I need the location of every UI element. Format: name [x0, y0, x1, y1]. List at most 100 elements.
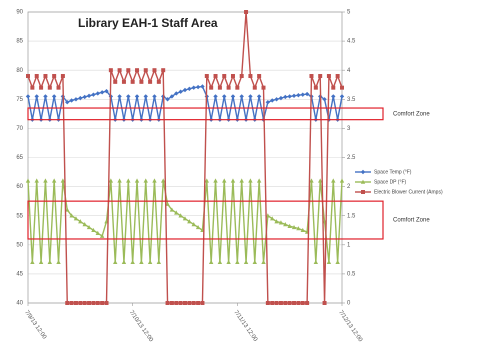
marker: [283, 94, 288, 100]
marker: [25, 178, 31, 183]
marker: [213, 178, 218, 183]
marker: [230, 178, 236, 183]
y2-tick-label: 4: [347, 68, 351, 74]
marker: [174, 301, 179, 305]
marker: [244, 10, 249, 14]
marker: [30, 85, 35, 90]
marker: [69, 301, 74, 305]
y-tick-label: 40: [16, 301, 23, 307]
marker: [82, 301, 87, 305]
marker: [287, 94, 292, 99]
y2-tick-label: 1: [347, 242, 351, 248]
marker: [243, 259, 249, 265]
marker: [235, 259, 240, 265]
marker: [126, 94, 131, 99]
marker: [130, 259, 135, 265]
marker: [43, 74, 48, 79]
marker: [305, 301, 310, 305]
marker: [143, 178, 148, 183]
marker: [156, 79, 161, 84]
marker: [135, 68, 140, 73]
y-tick-label: 80: [16, 68, 23, 74]
marker: [69, 213, 74, 218]
marker: [56, 259, 61, 265]
marker: [78, 301, 83, 305]
marker: [152, 68, 157, 73]
y2-tick-label: 3.5: [347, 97, 356, 103]
marker: [331, 94, 336, 99]
y2-tick-label: 4.5: [347, 39, 356, 45]
marker: [104, 88, 109, 94]
marker: [91, 301, 96, 305]
annotation-label: Comfort Zone: [393, 218, 430, 224]
y-tick-label: 75: [16, 97, 23, 103]
marker: [169, 301, 174, 305]
marker: [152, 94, 157, 99]
marker: [313, 259, 319, 265]
marker: [191, 301, 196, 305]
marker: [43, 94, 48, 99]
y-tick-label: 85: [16, 39, 23, 45]
marker: [274, 301, 279, 305]
marker: [73, 97, 79, 102]
marker: [287, 223, 292, 228]
marker: [331, 85, 336, 90]
marker: [274, 97, 279, 102]
marker: [51, 178, 57, 183]
marker: [152, 178, 157, 183]
marker: [165, 97, 170, 102]
marker: [304, 91, 310, 97]
marker: [222, 178, 227, 183]
marker: [208, 259, 214, 265]
marker: [239, 94, 244, 99]
marker: [209, 85, 214, 90]
marker: [91, 227, 96, 233]
marker: [174, 210, 179, 215]
marker: [134, 178, 140, 183]
marker: [183, 301, 187, 305]
marker: [252, 85, 257, 90]
marker: [287, 301, 292, 305]
marker: [204, 178, 210, 183]
y-tick-label: 50: [16, 242, 23, 248]
marker: [165, 201, 170, 206]
marker: [196, 301, 201, 305]
marker: [248, 94, 253, 99]
marker: [126, 68, 131, 73]
marker: [117, 94, 122, 99]
marker: [100, 301, 105, 305]
legend-label: Electric Blower Current (Amps): [374, 189, 443, 195]
marker: [239, 74, 244, 79]
marker: [360, 179, 366, 184]
marker: [213, 74, 218, 79]
marker: [130, 79, 135, 84]
marker: [340, 85, 344, 90]
marker: [38, 259, 44, 265]
annotation-label: Comfort Zone: [393, 111, 430, 117]
marker: [160, 178, 166, 183]
y2-tick-label: 2: [347, 184, 351, 190]
marker: [300, 92, 305, 97]
marker: [283, 301, 288, 305]
marker: [104, 301, 109, 305]
marker: [113, 259, 118, 265]
marker: [65, 301, 70, 305]
marker: [200, 84, 205, 89]
marker: [256, 94, 262, 99]
marker: [82, 222, 87, 227]
marker: [322, 97, 327, 102]
marker: [309, 178, 314, 183]
marker: [82, 94, 87, 100]
marker: [78, 219, 83, 224]
marker: [60, 178, 66, 183]
marker: [161, 68, 166, 73]
marker: [139, 259, 144, 265]
marker: [339, 94, 345, 99]
marker: [34, 74, 39, 79]
marker: [222, 74, 227, 79]
marker: [117, 178, 122, 183]
marker: [318, 74, 323, 79]
comfort-zone: [27, 200, 384, 240]
